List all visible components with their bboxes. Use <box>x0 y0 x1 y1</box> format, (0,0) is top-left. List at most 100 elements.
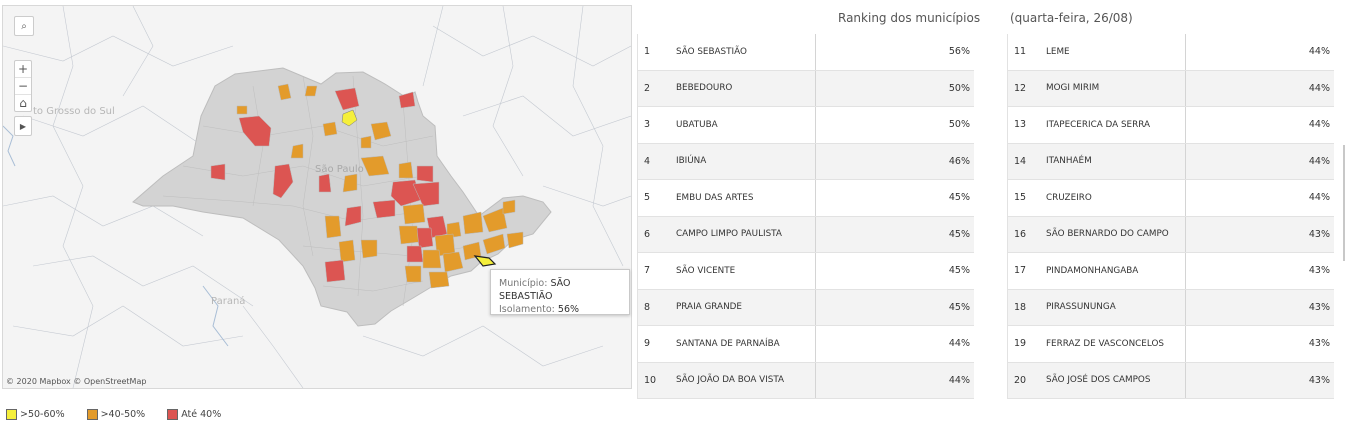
municipality-cell: PRAIA GRANDE <box>668 289 816 325</box>
table-row[interactable]: 6 CAMPO LIMPO PAULISTA 45% <box>638 216 974 253</box>
table-row[interactable]: 5 EMBU DAS ARTES 45% <box>638 180 974 217</box>
legend-item[interactable]: >50-60% <box>6 409 65 420</box>
map-search-icon[interactable]: ⌕ <box>14 16 34 36</box>
table-row[interactable]: 2 BEBEDOURO 50% <box>638 70 974 107</box>
legend-swatch-orange <box>86 409 98 420</box>
rank-cell: 16 <box>1014 228 1027 240</box>
legend-item[interactable]: Até 40% <box>167 409 221 420</box>
percent-cell: 44% <box>948 338 970 350</box>
municipality-cell: SÃO JOSÉ DOS CAMPOS <box>1038 362 1186 398</box>
river-lines <box>3 125 229 347</box>
zoom-controls: + − ⌂ <box>14 60 32 112</box>
percent-cell: 44% <box>1308 192 1330 204</box>
municipality-cell: PINDAMONHANGABA <box>1038 253 1186 289</box>
municipality-cell: ITANHAÉM <box>1038 143 1186 179</box>
rank-cell: 2 <box>644 82 651 94</box>
percent-cell: 43% <box>1308 338 1330 350</box>
municipality-cell: IBIÚNA <box>668 143 816 179</box>
ranking-date: (quarta-feira, 26/08) <box>1010 11 1133 25</box>
percent-cell: 45% <box>948 265 970 277</box>
legend-item[interactable]: >40-50% <box>86 409 146 420</box>
percent-cell: 43% <box>1308 374 1330 386</box>
tooltip-municipio-row: Município: SÃO SEBASTIÃO <box>499 277 621 303</box>
table-row[interactable]: 4 IBIÚNA 46% <box>638 143 974 180</box>
ranking-table-right: 11 LEME 44% 12 MOGI MIRIM 44% 13 ITAPECERICA … <box>1007 34 1334 399</box>
municipality-cell: SANTANA DE PARNAÍBA <box>668 326 816 362</box>
rank-cell: 11 <box>1014 46 1027 58</box>
table-row[interactable]: 7 SÃO VICENTE 45% <box>638 253 974 290</box>
rank-cell: 17 <box>1014 265 1027 277</box>
ranking-title: Ranking dos municípios <box>838 11 981 25</box>
percent-cell: 50% <box>948 82 970 94</box>
play-icon[interactable]: ▶ <box>14 116 32 136</box>
map-legend: >50-60% >40-50% Até 40% <box>6 409 221 420</box>
table-row[interactable]: 16 SÃO BERNARDO DO CAMPO 43% <box>1008 216 1334 253</box>
legend-label: >50-60% <box>20 409 65 420</box>
municipality-cell: CRUZEIRO <box>1038 180 1186 216</box>
municipality-cell: BEBEDOURO <box>668 70 816 106</box>
rank-cell: 7 <box>644 265 651 277</box>
rank-cell: 3 <box>644 119 651 131</box>
percent-cell: 43% <box>1308 301 1330 313</box>
table-row[interactable]: 8 PRAIA GRANDE 45% <box>638 289 974 326</box>
table-row[interactable]: 3 UBATUBA 50% <box>638 107 974 144</box>
table-row[interactable]: 20 SÃO JOSÉ DOS CAMPOS 43% <box>1008 362 1334 399</box>
rank-cell: 19 <box>1014 338 1027 350</box>
legend-label: Até 40% <box>181 409 222 420</box>
rank-cell: 12 <box>1014 82 1027 94</box>
background-boundaries <box>3 6 631 388</box>
highlight-municipalities[interactable] <box>210 83 524 289</box>
percent-cell: 46% <box>948 155 970 167</box>
zoom-in-button[interactable]: + <box>15 61 31 78</box>
table-row[interactable]: 9 SANTANA DE PARNAÍBA 44% <box>638 326 974 363</box>
rank-cell: 5 <box>644 192 651 204</box>
table-row[interactable]: 19 FERRAZ DE VASCONCELOS 43% <box>1008 326 1334 363</box>
rank-cell: 18 <box>1014 301 1027 313</box>
map-label-city-sp: São Paulo <box>315 164 364 175</box>
table-row[interactable]: 15 CRUZEIRO 44% <box>1008 180 1334 217</box>
percent-cell: 44% <box>1308 82 1330 94</box>
tooltip-municipio-label: Município: <box>499 278 548 289</box>
percent-cell: 43% <box>1308 228 1330 240</box>
map-attribution[interactable]: © 2020 Mapbox © OpenStreetMap <box>6 377 147 386</box>
map-panel[interactable]: to Grosso do Sul São Paulo Paraná ⌕ + − … <box>2 5 632 389</box>
rank-cell: 8 <box>644 301 651 313</box>
municipality-cell: FERRAZ DE VASCONCELOS <box>1038 326 1186 362</box>
percent-cell: 45% <box>948 228 970 240</box>
rank-cell: 14 <box>1014 155 1027 167</box>
table-row[interactable]: 13 ITAPECERICA DA SERRA 44% <box>1008 107 1334 144</box>
table-row[interactable]: 11 LEME 44% <box>1008 34 1334 71</box>
home-icon[interactable]: ⌂ <box>19 96 27 110</box>
legend-swatch-yellow <box>6 409 17 420</box>
rank-cell: 10 <box>644 374 657 386</box>
rank-cell: 1 <box>644 46 651 58</box>
municipality-cell: PIRASSUNUNGA <box>1038 289 1186 325</box>
table-row[interactable]: 1 SÃO SEBASTIÃO 56% <box>638 34 974 71</box>
municipality-cell: ITAPECERICA DA SERRA <box>1038 107 1186 143</box>
percent-cell: 44% <box>1308 46 1330 58</box>
municipality-cell: UBATUBA <box>668 107 816 143</box>
municipality-cell: SÃO SEBASTIÃO <box>668 34 816 70</box>
ranking-table-left: 1 SÃO SEBASTIÃO 56% 2 BEBEDOURO 50% 3 UBATUBA… <box>637 34 974 399</box>
table-row[interactable]: 17 PINDAMONHANGABA 43% <box>1008 253 1334 290</box>
map-label-state-pr: Paraná <box>211 296 246 307</box>
table-row[interactable]: 10 SÃO JOÃO DA BOA VISTA 44% <box>638 362 974 399</box>
percent-cell: 44% <box>948 374 970 386</box>
table-row[interactable]: 14 ITANHAÉM 44% <box>1008 143 1334 180</box>
rank-cell: 15 <box>1014 192 1027 204</box>
table-row[interactable]: 12 MOGI MIRIM 44% <box>1008 70 1334 107</box>
percent-cell: 45% <box>948 301 970 313</box>
table-row[interactable]: 18 PIRASSUNUNGA 43% <box>1008 289 1334 326</box>
legend-swatch-red <box>167 409 179 420</box>
legend-label: >40-50% <box>100 409 146 420</box>
map-canvas[interactable] <box>3 6 631 388</box>
percent-cell: 45% <box>948 192 970 204</box>
percent-cell: 56% <box>948 46 970 58</box>
zoom-out-button[interactable]: − <box>15 78 31 95</box>
percent-cell: 44% <box>1308 119 1330 131</box>
percent-cell: 43% <box>1308 265 1330 277</box>
scrollbar[interactable] <box>1343 145 1345 261</box>
percent-cell: 50% <box>948 119 970 131</box>
map-tooltip: Município: SÃO SEBASTIÃO Isolamento: 56% <box>490 269 630 315</box>
rank-cell: 13 <box>1014 119 1027 131</box>
